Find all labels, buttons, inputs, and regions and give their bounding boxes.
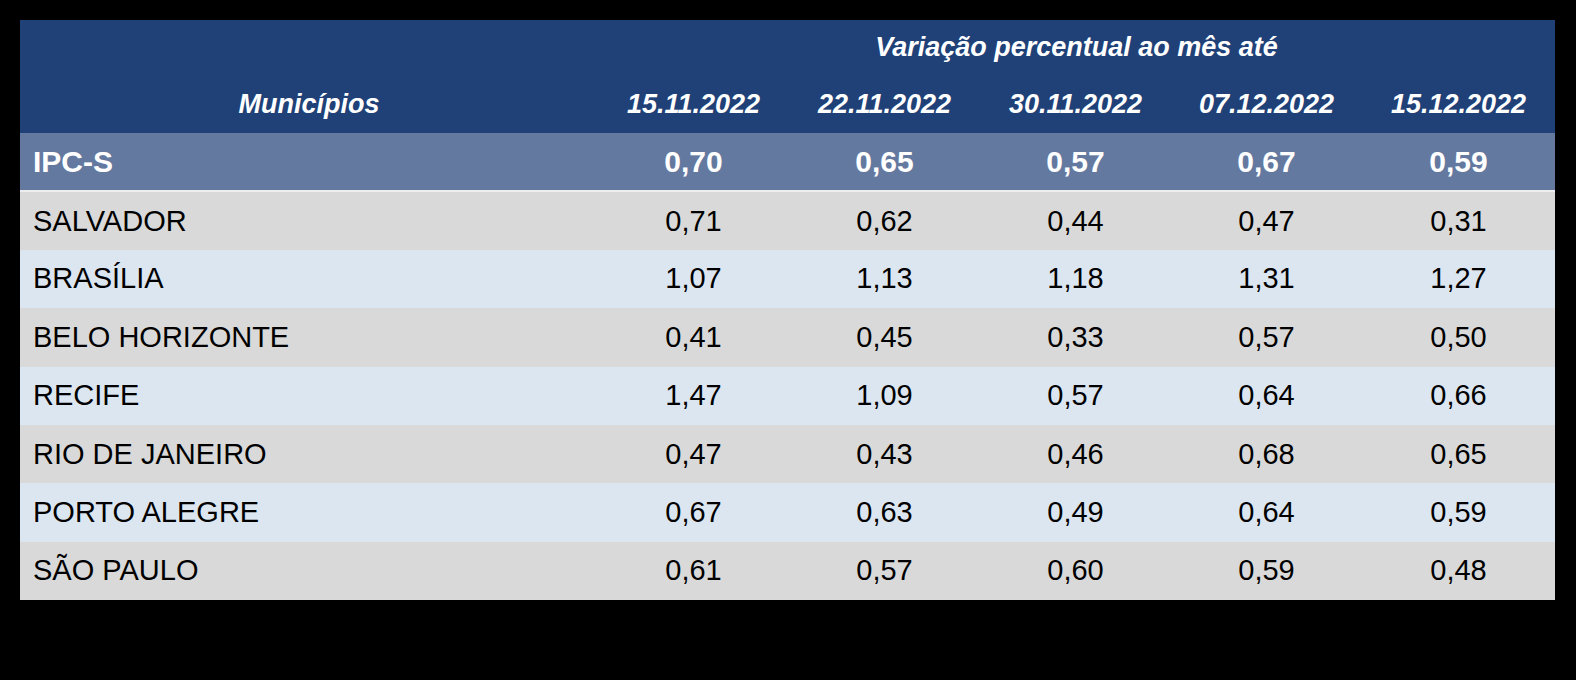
value-cell: 0,50	[1362, 308, 1555, 366]
value-cell: 0,59	[1171, 542, 1362, 600]
value-cell: 0,41	[598, 308, 789, 366]
value-cell: 0,57	[980, 367, 1171, 425]
row-label: RIO DE JANEIRO	[20, 425, 598, 483]
value-cell: 0,68	[1171, 425, 1362, 483]
value-cell: 0,57	[1171, 308, 1362, 366]
value-cell: 0,71	[598, 191, 789, 249]
row-label: BELO HORIZONTE	[20, 308, 598, 366]
header-date-2: 22.11.2022	[789, 75, 980, 133]
header-group-title: Variação percentual ao mês até	[598, 20, 1555, 75]
value-cell: 0,47	[598, 425, 789, 483]
value-cell: 1,13	[789, 250, 980, 308]
value-cell: 0,60	[980, 542, 1171, 600]
value-cell: 1,27	[1362, 250, 1555, 308]
value-cell: 1,47	[598, 367, 789, 425]
value-cell: 1,09	[789, 367, 980, 425]
value-cell: 0,61	[598, 542, 789, 600]
header-date-4: 07.12.2022	[1171, 75, 1362, 133]
row-label: BRASÍLIA	[20, 250, 598, 308]
table-header: Variação percentual ao mês até Município…	[20, 20, 1555, 133]
value-cell: 0,67	[1171, 133, 1362, 191]
value-cell: 0,70	[598, 133, 789, 191]
value-cell: 0,45	[789, 308, 980, 366]
value-cell: 0,64	[1171, 367, 1362, 425]
row-ipcs: IPC-S 0,70 0,65 0,57 0,67 0,59	[20, 133, 1555, 191]
value-cell: 0,67	[598, 483, 789, 541]
row-label: SÃO PAULO	[20, 542, 598, 600]
value-cell: 0,57	[789, 542, 980, 600]
value-cell: 1,31	[1171, 250, 1362, 308]
value-cell: 0,66	[1362, 367, 1555, 425]
value-cell: 0,65	[789, 133, 980, 191]
header-municipios: Municípios	[20, 75, 598, 133]
value-cell: 0,64	[1171, 483, 1362, 541]
value-cell: 0,31	[1362, 191, 1555, 249]
header-date-3: 30.11.2022	[980, 75, 1171, 133]
header-spacer-cell	[20, 20, 598, 75]
row-salvador: SALVADOR 0,71 0,62 0,44 0,47 0,31	[20, 191, 1555, 249]
row-belo-horizonte: BELO HORIZONTE 0,41 0,45 0,33 0,57 0,50	[20, 308, 1555, 366]
value-cell: 0,44	[980, 191, 1171, 249]
row-label: RECIFE	[20, 367, 598, 425]
header-date-1: 15.11.2022	[598, 75, 789, 133]
value-cell: 0,49	[980, 483, 1171, 541]
row-sao-paulo: SÃO PAULO 0,61 0,57 0,60 0,59 0,48	[20, 542, 1555, 600]
value-cell: 0,65	[1362, 425, 1555, 483]
ipcs-variation-table: Variação percentual ao mês até Município…	[20, 20, 1555, 600]
value-cell: 0,47	[1171, 191, 1362, 249]
value-cell: 1,07	[598, 250, 789, 308]
value-cell: 0,33	[980, 308, 1171, 366]
header-date-5: 15.12.2022	[1362, 75, 1555, 133]
row-porto-alegre: PORTO ALEGRE 0,67 0,63 0,49 0,64 0,59	[20, 483, 1555, 541]
value-cell: 1,18	[980, 250, 1171, 308]
header-columns-row: Municípios 15.11.2022 22.11.2022 30.11.2…	[20, 75, 1555, 133]
value-cell: 0,63	[789, 483, 980, 541]
table-body: IPC-S 0,70 0,65 0,57 0,67 0,59 SALVADOR …	[20, 133, 1555, 600]
row-label: IPC-S	[20, 133, 598, 191]
row-label: PORTO ALEGRE	[20, 483, 598, 541]
value-cell: 0,59	[1362, 133, 1555, 191]
row-brasilia: BRASÍLIA 1,07 1,13 1,18 1,31 1,27	[20, 250, 1555, 308]
row-recife: RECIFE 1,47 1,09 0,57 0,64 0,66	[20, 367, 1555, 425]
value-cell: 0,48	[1362, 542, 1555, 600]
value-cell: 0,57	[980, 133, 1171, 191]
ipcs-table-container: Variação percentual ao mês até Município…	[20, 20, 1555, 600]
value-cell: 0,46	[980, 425, 1171, 483]
value-cell: 0,62	[789, 191, 980, 249]
row-rio-de-janeiro: RIO DE JANEIRO 0,47 0,43 0,46 0,68 0,65	[20, 425, 1555, 483]
value-cell: 0,43	[789, 425, 980, 483]
row-label: SALVADOR	[20, 191, 598, 249]
value-cell: 0,59	[1362, 483, 1555, 541]
header-group-row: Variação percentual ao mês até	[20, 20, 1555, 75]
